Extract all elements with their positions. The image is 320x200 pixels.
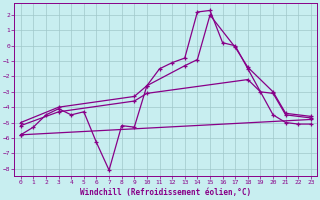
X-axis label: Windchill (Refroidissement éolien,°C): Windchill (Refroidissement éolien,°C): [80, 188, 252, 197]
